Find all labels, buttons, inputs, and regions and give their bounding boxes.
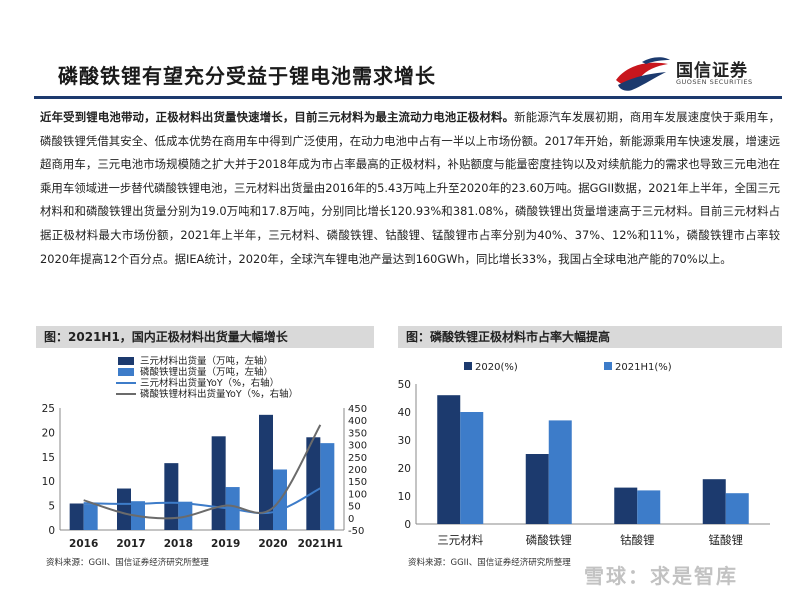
x-tick-label: 钴酸锂 (620, 533, 655, 547)
right-y-tick-label: 200 (348, 465, 367, 476)
x-tick-label: 2018 (164, 538, 193, 550)
legend-swatch (604, 362, 612, 370)
logo-english-name: GUOSEN SECURITIES (676, 78, 753, 86)
bar-ternary (211, 436, 226, 530)
body-paragraph: 近年受到锂电池带动，正极材料出货量快速增长，目前三元材料为最主流动力电池正极材料… (40, 106, 780, 271)
logo-chinese-name: 国信证券 (676, 61, 748, 81)
right-y-tick-label: 50 (348, 502, 361, 513)
x-tick-label: 磷酸铁锂 (526, 533, 572, 547)
right-y-tick-label: 150 (348, 477, 367, 488)
legend-swatch-bar (118, 357, 134, 365)
body-lead-sentence: 近年受到锂电池带动，正极材料出货量快速增长，目前三元材料为最主流动力电池正极材料… (40, 110, 515, 124)
line-ternary-yoy (83, 487, 321, 515)
legend-swatch (464, 362, 472, 370)
legend-label: 三元材料出货量（万吨，左轴） (140, 355, 273, 367)
right-y-tick-label: -50 (348, 526, 364, 537)
x-tick-label: 2021H1 (298, 538, 343, 550)
bar-2021h1 (548, 420, 572, 524)
bar-ternary (259, 414, 273, 530)
bar-2020 (437, 395, 461, 524)
x-tick-label: 2016 (69, 538, 98, 550)
right-y-tick-label: 350 (348, 428, 367, 439)
bar-2020 (525, 454, 549, 524)
right-y-tick-label: 100 (348, 489, 367, 500)
bar-ternary (306, 437, 321, 530)
shipments-combo-chart: 0510152025-50050100150200250300350400450… (42, 355, 367, 550)
left-y-tick-label: 15 (42, 452, 55, 464)
x-tick-label: 2017 (116, 538, 145, 550)
legend-swatch-bar (118, 368, 134, 376)
left-chart-source: 资料来源：GGII、国信证券经济研究所整理 (46, 558, 209, 568)
y-tick-label: 20 (398, 463, 411, 475)
logo-mark-icon (616, 57, 670, 91)
right-chart-caption: 图：磷酸铁锂正极材料市占率大幅提高 (398, 326, 782, 348)
body-detail-text: 新能源汽车发展初期，商用车发展速度快于乘用车，磷酸铁锂凭借其安全、低成本优势在商… (40, 110, 780, 266)
bar-2020 (614, 487, 638, 524)
watermark-text: 雪球：求是智库 (584, 564, 738, 588)
left-y-tick-label: 0 (48, 525, 55, 537)
y-tick-label: 40 (398, 407, 411, 419)
right-y-tick-label: 0 (348, 514, 354, 525)
bar-lfp (320, 443, 335, 530)
bar-ternary (164, 463, 179, 530)
bar-ternary (69, 503, 84, 530)
legend-label: 2021H1(%) (615, 362, 672, 373)
y-tick-label: 50 (398, 379, 411, 391)
bar-ternary (117, 488, 131, 530)
left-y-tick-label: 5 (48, 501, 55, 513)
y-tick-label: 30 (398, 435, 411, 447)
legend-label: 2020(%) (475, 362, 518, 373)
x-tick-label: 三元材料 (437, 533, 483, 547)
header-divider (34, 96, 782, 99)
left-y-tick-label: 10 (42, 476, 55, 488)
left-y-tick-label: 25 (42, 403, 55, 415)
bar-lfp (83, 504, 98, 530)
bar-2020 (702, 479, 726, 524)
bar-2021h1 (725, 493, 749, 524)
page-title: 磷酸铁锂有望充分受益于锂电池需求增长 (58, 64, 436, 88)
right-y-tick-label: 300 (348, 441, 367, 452)
bar-2021h1 (460, 412, 484, 524)
x-tick-label: 2019 (211, 538, 240, 550)
y-tick-label: 0 (404, 519, 411, 531)
x-tick-label: 锰酸锂 (709, 533, 744, 547)
legend-label: 磷酸铁锂材料出货量YoY（%，右轴） (140, 388, 298, 400)
right-chart-source: 资料来源：GGII、国信证券经济研究所整理 (408, 558, 571, 568)
legend-label: 三元材料出货量YoY（%，右轴） (140, 377, 279, 389)
right-y-tick-label: 250 (348, 453, 367, 464)
legend-label: 磷酸铁锂出货量（万吨，左轴） (140, 366, 273, 378)
x-tick-label: 2020 (258, 538, 287, 550)
market-share-bar-chart: 0 10 20 30 40 50 三元材料 磷酸铁锂 钴酸锂 锰酸锂 2020(%) 2021H1(%… (398, 362, 770, 547)
y-tick-label: 10 (398, 491, 411, 503)
left-y-tick-label: 20 (42, 427, 55, 439)
left-chart-caption: 图：2021H1，国内正极材料出货量大幅增长 (36, 326, 374, 348)
company-logo: 国信证券 GUOSEN SECURITIES (612, 52, 782, 94)
right-y-tick-label: 450 (348, 404, 367, 415)
bar-2021h1 (637, 490, 661, 524)
right-y-tick-label: 400 (348, 416, 367, 427)
line-lfp-yoy (83, 424, 322, 520)
